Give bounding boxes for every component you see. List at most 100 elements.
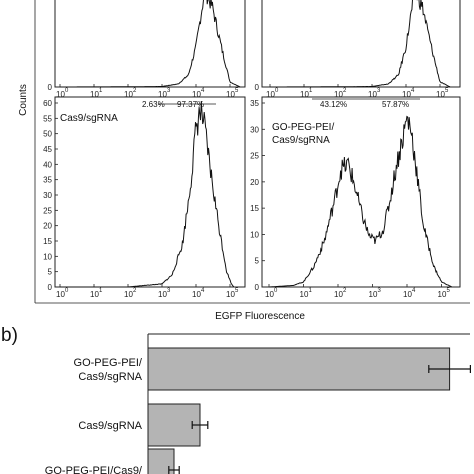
annotation-cas9: Cas9/sgRNA (60, 113, 118, 124)
x-tick-label-exponent: 5 (447, 288, 451, 294)
y-tick-label: 0 (48, 283, 53, 292)
x-tick-label-exponent: 3 (167, 88, 171, 94)
y-tick-label: 40 (43, 160, 52, 169)
gate-label-bl-pos: 97.37% (177, 100, 204, 109)
y-tick-label: 0 (48, 83, 53, 92)
panel-a: 10 0 10 1 10 2 10 3 10 4 10 50 10 0 10 1 10 2 10 3 10 4 10 50 … (18, 0, 470, 322)
y-tick-label: 35 (43, 176, 52, 185)
x-tick-label-exponent: 1 (99, 288, 103, 294)
y-tick-label: 25 (250, 152, 259, 161)
y-tick-label: 15 (43, 237, 52, 246)
x-tick-label: 10 (334, 290, 343, 299)
gate-label-br-neg: 43.12% (320, 100, 347, 109)
x-tick-label-exponent: 4 (411, 88, 415, 94)
x-tick-label: 10 (402, 90, 411, 99)
x-tick-label: 10 (226, 90, 235, 99)
x-tick-label-exponent: 0 (275, 88, 279, 94)
y-tick-label: 20 (250, 178, 259, 187)
x-tick-label-exponent: 3 (167, 288, 171, 294)
x-tick-label: 10 (438, 290, 447, 299)
panel-b-letter: b) (1, 325, 18, 346)
gate-label-bl-neg: 2.63% (142, 100, 165, 109)
bar-category-label: Cas9/sgRNA (78, 371, 142, 383)
x-tick-label: 10 (158, 290, 167, 299)
y-tick-label: 25 (43, 206, 52, 215)
y-tick-label: 55 (43, 114, 52, 123)
annotation-go-line1: GO-PEG-PEI/ (272, 122, 334, 133)
histogram-bottom-left: 10 0 10 1 10 2 10 3 10 4 10 50510152025303540455055… (43, 99, 239, 299)
panel-top-left-frame (54, 0, 246, 88)
x-tick-label-exponent: 4 (412, 288, 416, 294)
x-tick-label: 10 (369, 290, 378, 299)
x-tick-label: 10 (124, 90, 133, 99)
panel-b: b) **GO-PEG-PEI/Cas9/sgRNACas9/sgRNAGO-P… (1, 325, 471, 474)
x-tick-label-exponent: 4 (201, 88, 205, 94)
panel-bottom-left-frame (54, 96, 246, 288)
y-tick-label: 5 (255, 257, 260, 266)
x-axis-title: EGFP Fluorescence (215, 311, 305, 322)
y-tick-label: 30 (43, 191, 52, 200)
x-tick-label-exponent: 0 (274, 288, 278, 294)
y-tick-label: 45 (43, 145, 52, 154)
x-tick-label: 10 (368, 90, 377, 99)
x-tick-label-exponent: 2 (343, 88, 347, 94)
x-tick-label-exponent: 1 (309, 288, 313, 294)
bar-category-label: Cas9/sgRNA (78, 420, 142, 432)
x-tick-label: 10 (158, 90, 167, 99)
y-tick-label: 0 (255, 83, 260, 92)
x-tick-label: 10 (300, 290, 309, 299)
x-tick-label-exponent: 1 (309, 88, 313, 94)
x-tick-label-exponent: 0 (65, 88, 69, 94)
x-tick-label: 10 (90, 290, 99, 299)
x-tick-label: 10 (192, 290, 201, 299)
bar-chart: **GO-PEG-PEI/Cas9/sgRNACas9/sgRNAGO-PEG-… (45, 347, 471, 474)
histogram-trace (270, 0, 451, 88)
x-tick-label: 10 (266, 90, 275, 99)
x-tick-label-exponent: 2 (133, 88, 137, 94)
x-tick-label-exponent: 4 (201, 288, 205, 294)
x-tick-label: 10 (436, 90, 445, 99)
x-tick-label-exponent: 0 (65, 288, 69, 294)
bar-category-label: GO-PEG-PEI/Cas9/ (45, 465, 143, 474)
y-tick-label: 10 (250, 230, 259, 239)
y-tick-label: 10 (43, 252, 52, 261)
x-tick-label: 10 (124, 290, 133, 299)
x-tick-label: 10 (56, 290, 65, 299)
y-tick-label: 50 (43, 130, 52, 139)
y-tick-label: 30 (250, 125, 259, 134)
bar-category-label: GO-PEG-PEI/ (74, 357, 143, 369)
histogram-trace (60, 100, 235, 288)
x-tick-label-exponent: 5 (235, 288, 239, 294)
x-tick-label: 10 (265, 290, 274, 299)
panel-top-right-frame (261, 0, 461, 88)
x-tick-label: 10 (300, 90, 309, 99)
histogram-top-right: 10 0 10 1 10 2 10 3 10 4 10 50 (255, 0, 451, 99)
bar (147, 347, 451, 391)
x-tick-label: 10 (192, 90, 201, 99)
x-tick-label-exponent: 5 (445, 88, 449, 94)
x-tick-label: 10 (334, 90, 343, 99)
y-tick-label: 15 (250, 204, 259, 213)
y-tick-label: 0 (255, 283, 260, 292)
histogram-top-left: 10 0 10 1 10 2 10 3 10 4 10 50 (48, 0, 241, 99)
x-tick-label: 10 (56, 90, 65, 99)
x-tick-label: 10 (226, 290, 235, 299)
y-tick-label: 60 (43, 99, 52, 108)
x-tick-label: 10 (90, 90, 99, 99)
x-tick-label-exponent: 5 (235, 88, 239, 94)
x-tick-label-exponent: 3 (378, 288, 382, 294)
panel-bottom-right-frame (261, 96, 461, 288)
x-tick-label-exponent: 2 (343, 288, 347, 294)
x-tick-label-exponent: 2 (133, 288, 137, 294)
x-tick-label-exponent: 1 (99, 88, 103, 94)
histogram-trace (60, 0, 241, 88)
y-tick-label: 5 (48, 268, 53, 277)
annotation-go-line2: Cas9/sgRNA (272, 135, 330, 146)
x-tick-label-exponent: 3 (377, 88, 381, 94)
gate-label-br-pos: 57.87% (382, 100, 409, 109)
y-tick-label: 20 (43, 222, 52, 231)
y-axis-title: Counts (18, 84, 29, 116)
y-tick-label: 35 (250, 99, 259, 108)
